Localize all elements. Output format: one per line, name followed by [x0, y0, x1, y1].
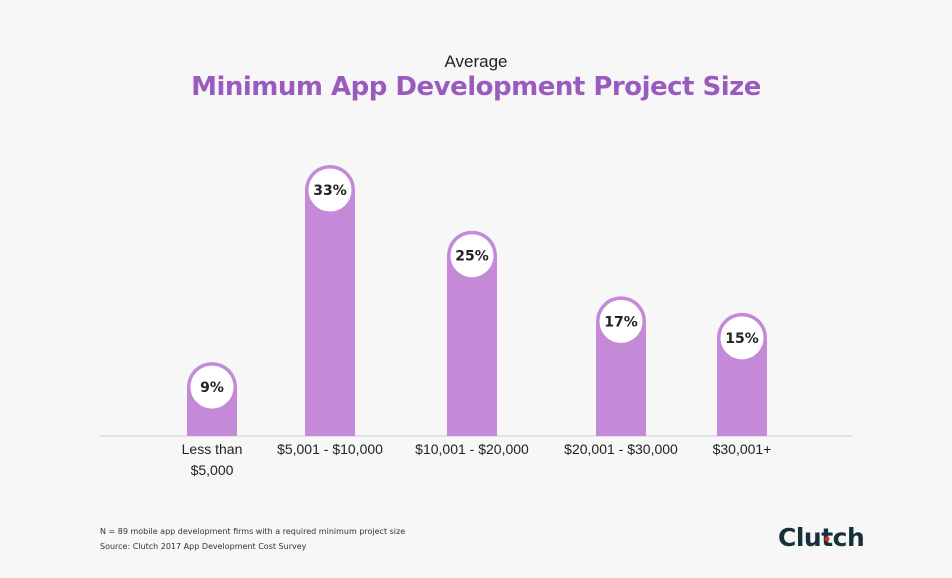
- x-tick-label: $10,001 - $20,000: [415, 441, 529, 457]
- value-badge: [596, 296, 646, 346]
- clutch-logo: Clutch: [778, 523, 865, 552]
- value-badge: [305, 165, 355, 215]
- value-badge: [187, 362, 237, 412]
- bar-chart: 9% Less than $5,000 33% $5,001 - $10,000 25% $…: [100, 165, 852, 478]
- x-tick-label: $20,001 - $30,000: [564, 441, 678, 457]
- bar: [447, 230, 497, 436]
- value-badge: [447, 231, 497, 281]
- data-label: 33%: [313, 183, 347, 199]
- data-label: 17%: [604, 314, 638, 330]
- source-footnote: Source: Clutch 2017 App Development Cost…: [100, 542, 307, 551]
- logo-dot-icon: [824, 536, 830, 542]
- data-label: 15%: [725, 331, 759, 347]
- value-badge: [717, 313, 767, 363]
- data-label: 9%: [200, 380, 224, 396]
- sample-footnote: N = 89 mobile app development firms with…: [100, 527, 406, 536]
- x-tick-label: Less than: [182, 441, 243, 457]
- x-tick-label: $30,001+: [713, 441, 772, 457]
- bar: [305, 165, 355, 436]
- x-tick-label: $5,001 - $10,000: [277, 441, 383, 457]
- chart-title: Minimum App Development Project Size: [191, 72, 761, 102]
- data-label: 25%: [455, 249, 489, 265]
- x-tick-label: $5,000: [191, 462, 234, 478]
- chart-supertitle: Average: [444, 52, 508, 71]
